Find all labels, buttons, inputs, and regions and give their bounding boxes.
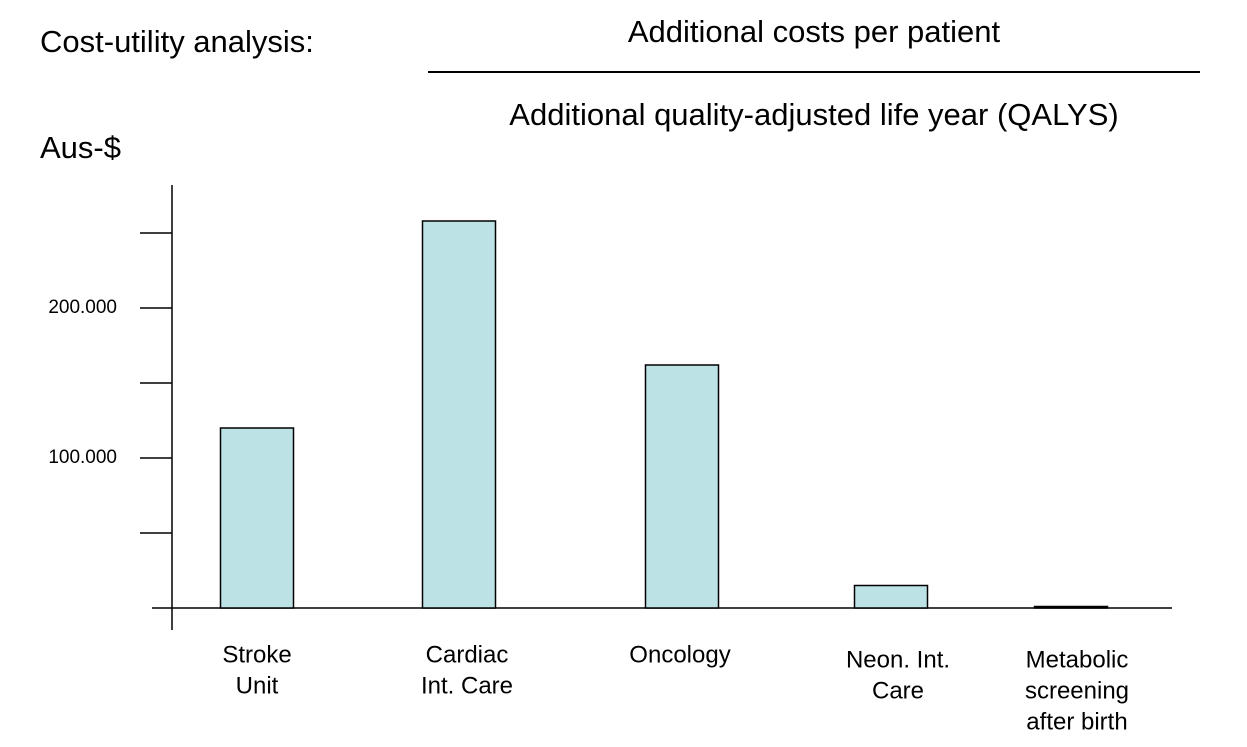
x-tick-label: Cardiac	[426, 641, 509, 668]
y-axis-label: Aus-$	[40, 130, 121, 165]
y-tick-label: 200.000	[48, 297, 117, 318]
x-tick-label: Unit	[236, 672, 279, 699]
y-tick-label: 100.000	[48, 447, 117, 468]
x-tick-label: Neon. Int.	[846, 646, 950, 673]
x-tick-label: Metabolic	[1026, 646, 1129, 673]
bar	[1033, 605, 1109, 609]
x-tick-label: Oncology	[629, 641, 730, 668]
bar	[219, 427, 295, 609]
x-tick-label: Int. Care	[421, 672, 513, 699]
bar	[421, 220, 497, 609]
fraction-numerator: Additional costs per patient	[628, 14, 1001, 49]
fraction-denominator: Additional quality-adjusted life year (Q…	[509, 97, 1118, 132]
x-tick-label: after birth	[1026, 708, 1127, 735]
x-tick-label: Care	[872, 677, 924, 704]
chart-title: Cost-utility analysis:	[40, 24, 314, 59]
x-tick-label: Stroke	[222, 641, 291, 668]
x-tick-label: screening	[1025, 677, 1129, 704]
bar	[644, 364, 720, 609]
bar	[853, 584, 929, 609]
